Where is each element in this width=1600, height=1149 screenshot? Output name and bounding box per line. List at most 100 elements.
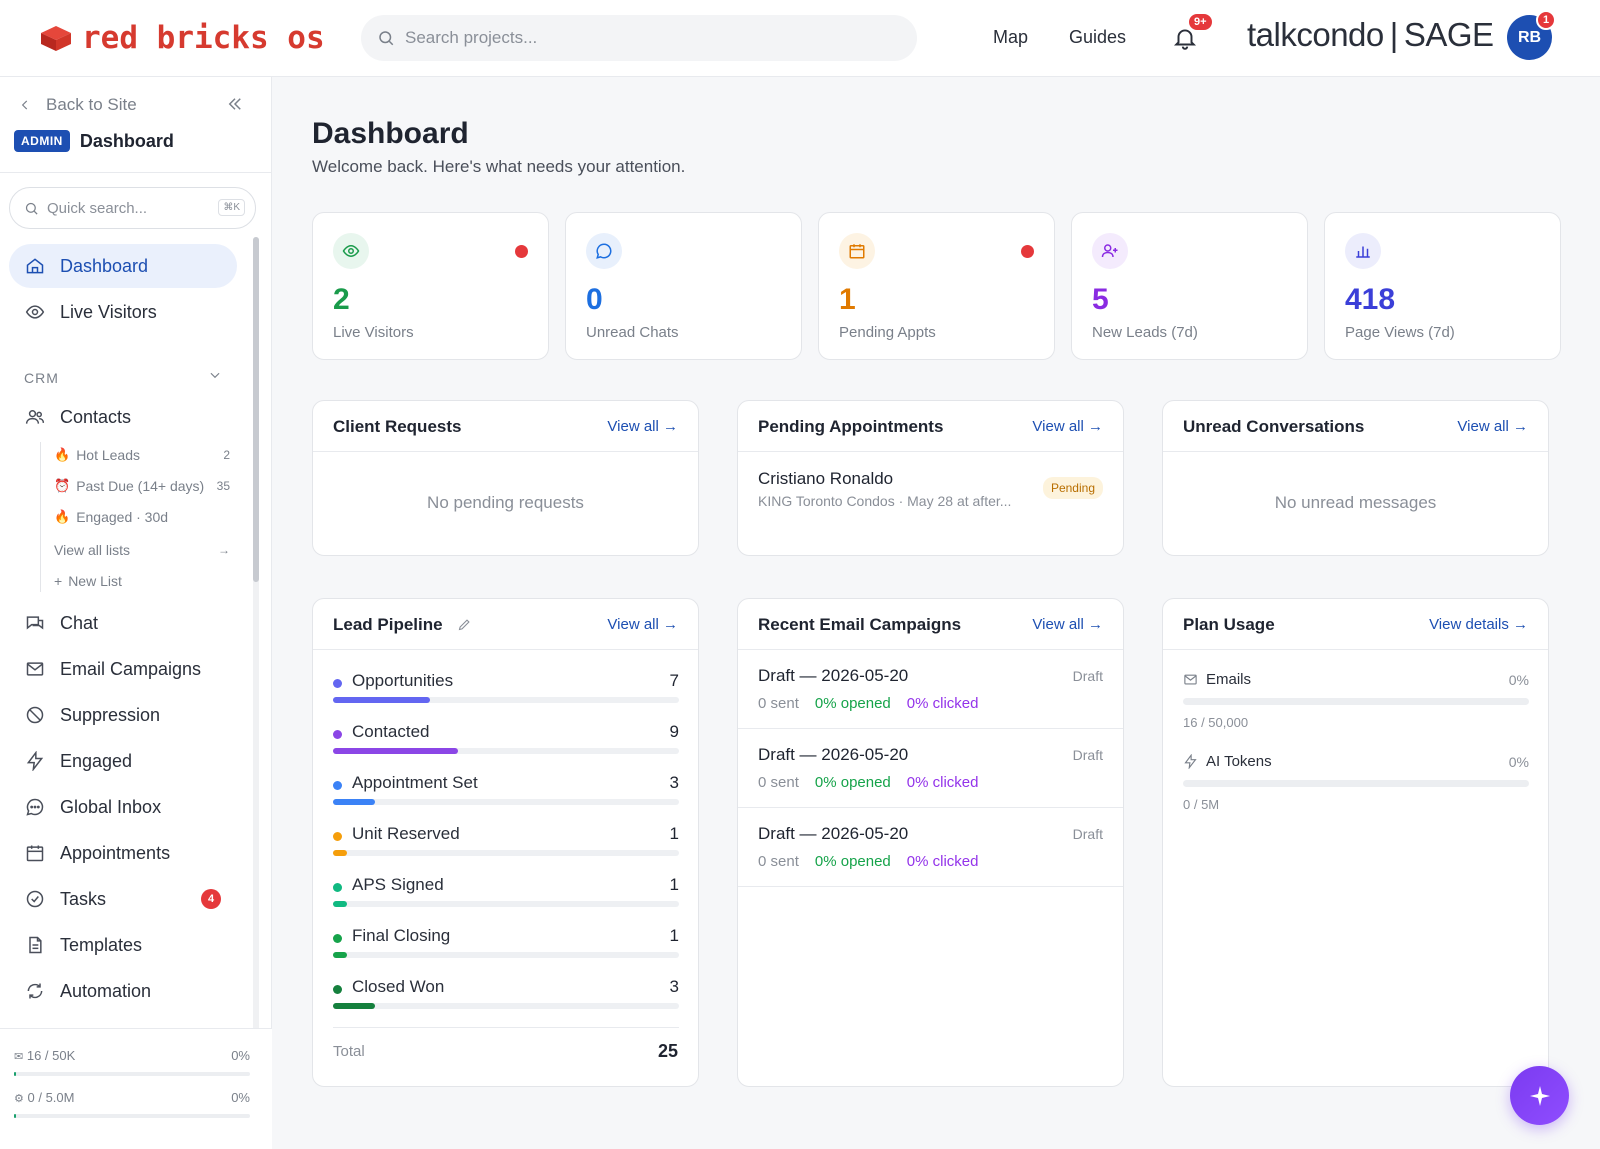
sidebar-item-templates[interactable]: Templates	[9, 923, 237, 967]
back-to-site-link[interactable]: Back to Site	[18, 95, 137, 115]
clicked-rate: 0% clicked	[906, 695, 979, 712]
logo[interactable]: red bricks os	[40, 20, 325, 56]
sidebar-item-contacts[interactable]: Contacts	[9, 395, 237, 439]
talkcondo-sage-brand[interactable]: talkcondo | SAGE	[1247, 16, 1494, 54]
sidebar-item-global-inbox[interactable]: Global Inbox	[9, 785, 237, 829]
client-requests-card: Client Requests View all → No pending re…	[312, 400, 699, 556]
ai-assistant-button[interactable]	[1510, 1066, 1569, 1125]
sidebar-item-engaged[interactable]: Engaged	[9, 739, 237, 783]
pipeline-stage[interactable]: Contacted 9	[333, 722, 679, 762]
eye-icon	[24, 301, 46, 323]
search-input[interactable]	[405, 28, 885, 48]
plan-usage-ai-tokens: AI Tokens 0%	[1183, 753, 1529, 770]
stat-card[interactable]: 1 Pending Appts	[818, 212, 1055, 360]
bell-icon[interactable]	[1172, 24, 1198, 52]
card-header: Plan Usage View details →	[1163, 599, 1548, 650]
new-list-button[interactable]: + New List	[54, 573, 230, 589]
sidebar-item-live-visitors[interactable]: Live Visitors	[9, 290, 237, 334]
contact-list-engaged[interactable]: 🔥 Engaged · 30d	[54, 509, 230, 525]
sidebar-item-label: Global Inbox	[60, 796, 162, 817]
campaign-row[interactable]: Draft — 2026-05-20 Draft 0 sent 0% opened 0%…	[738, 808, 1123, 887]
collapse-sidebar-icon[interactable]	[226, 95, 244, 113]
user-plus-icon	[1092, 233, 1128, 269]
usage-tokens-bar	[14, 1114, 250, 1118]
stat-card[interactable]: 2 Live Visitors	[312, 212, 549, 360]
usage-pct: 0%	[1508, 753, 1529, 770]
sidebar-item-tasks[interactable]: Tasks 4	[9, 877, 237, 921]
contact-list-past-due[interactable]: ⏰ Past Due (14+ days) 35	[54, 478, 230, 494]
view-details-link[interactable]: View details →	[1429, 616, 1528, 633]
contact-list-hot-leads[interactable]: 🔥 Hot Leads 2	[54, 447, 230, 463]
project-search[interactable]	[361, 15, 917, 61]
usage-pct: 0%	[231, 1048, 250, 1063]
card-title: Lead Pipeline	[333, 615, 443, 634]
stat-label: Unread Chats	[586, 324, 679, 341]
sidebar-item-automation[interactable]: Automation	[9, 969, 237, 1013]
view-all-link[interactable]: View all →	[607, 418, 678, 435]
stat-card[interactable]: 418 Page Views (7d)	[1324, 212, 1561, 360]
sidebar: Back to Site ADMIN Dashboard ⌘K Dashboar…	[0, 77, 272, 1149]
view-all-link[interactable]: View all →	[1032, 418, 1103, 435]
edit-pencil-icon[interactable]	[457, 617, 472, 632]
nav-map-link[interactable]: Map	[993, 27, 1029, 47]
mail-icon	[1184, 674, 1197, 685]
eye-icon	[333, 233, 369, 269]
nav-guides-link[interactable]: Guides	[1069, 27, 1127, 47]
campaign-stats: 0 sent 0% opened 0% clicked	[758, 774, 994, 791]
pipeline-stage[interactable]: Closed Won 3	[333, 977, 679, 1017]
divider	[333, 1027, 679, 1028]
file-icon	[24, 934, 46, 956]
lead-pipeline-card: Lead Pipeline View all → Opportunities 7 C…	[312, 598, 699, 1087]
campaign-row[interactable]: Draft — 2026-05-20 Draft 0 sent 0% opened 0%…	[738, 650, 1123, 729]
stage-name: Unit Reserved	[352, 824, 460, 843]
pipeline-stage[interactable]: Unit Reserved 1	[333, 824, 679, 864]
view-all-link[interactable]: View all →	[1032, 616, 1103, 633]
sidebar-item-suppression[interactable]: Suppression	[9, 693, 237, 737]
sidebar-item-appointments[interactable]: Appointments	[9, 831, 237, 875]
pipeline-total-label: Total	[333, 1043, 365, 1060]
quick-search-input[interactable]	[47, 199, 207, 217]
sidebar-item-email-campaigns[interactable]: Email Campaigns	[9, 647, 237, 691]
usage-fill	[14, 1114, 17, 1118]
users-icon	[24, 406, 46, 428]
pipeline-stage[interactable]: Appointment Set 3	[333, 773, 679, 813]
home-icon	[24, 255, 46, 277]
stage-dot	[333, 679, 342, 688]
stat-label: Live Visitors	[333, 324, 414, 341]
appointment-name: Cristiano Ronaldo	[758, 469, 894, 488]
sidebar-scrollbar-track[interactable]	[253, 237, 259, 1052]
stat-label: New Leads (7d)	[1092, 324, 1198, 341]
pipeline-total-value: 25	[657, 1041, 678, 1061]
campaign-row[interactable]: Draft — 2026-05-20 Draft 0 sent 0% opened 0%…	[738, 729, 1123, 808]
admin-badge: ADMIN	[14, 130, 70, 152]
card-header: Client Requests View all →	[313, 401, 698, 452]
alert-dot	[1021, 245, 1034, 258]
pipeline-stage[interactable]: Final Closing 1	[333, 926, 679, 966]
opened-rate: 0% opened	[814, 853, 891, 870]
usage-pct: 0%	[1508, 671, 1529, 688]
empty-state: No unread messages	[1274, 493, 1437, 512]
sidebar-item-chat[interactable]: Chat	[9, 601, 237, 645]
campaign-name: Draft — 2026-05-20	[758, 824, 909, 843]
clicked-rate: 0% clicked	[906, 853, 979, 870]
pending-appointments-card: Pending Appointments View all → Cristian…	[737, 400, 1124, 556]
pipeline-stage[interactable]: APS Signed 1	[333, 875, 679, 915]
view-all-link[interactable]: View all →	[1457, 418, 1528, 435]
opened-rate: 0% opened	[814, 695, 891, 712]
pipeline-stage[interactable]: Opportunities 7	[333, 671, 679, 711]
chevron-down-icon[interactable]	[208, 368, 222, 382]
sidebar-item-dashboard[interactable]: Dashboard	[9, 244, 237, 288]
quick-search[interactable]: ⌘K	[9, 187, 256, 229]
stat-card[interactable]: 0 Unread Chats	[565, 212, 802, 360]
admin-header: ADMIN Dashboard	[14, 130, 174, 152]
stage-dot	[333, 934, 342, 943]
sidebar-scrollbar-thumb[interactable]	[253, 237, 259, 582]
opened-rate: 0% opened	[814, 774, 891, 791]
view-all-link[interactable]: View all →	[607, 616, 678, 633]
campaign-name: Draft — 2026-05-20	[758, 666, 909, 685]
view-all-lists-link[interactable]: View all lists →	[54, 542, 230, 558]
list-count: 2	[223, 448, 230, 462]
stat-card[interactable]: 5 New Leads (7d)	[1071, 212, 1308, 360]
usage-sub: 0 / 5M	[1183, 797, 1220, 812]
campaign-status: Draft	[1072, 668, 1103, 684]
